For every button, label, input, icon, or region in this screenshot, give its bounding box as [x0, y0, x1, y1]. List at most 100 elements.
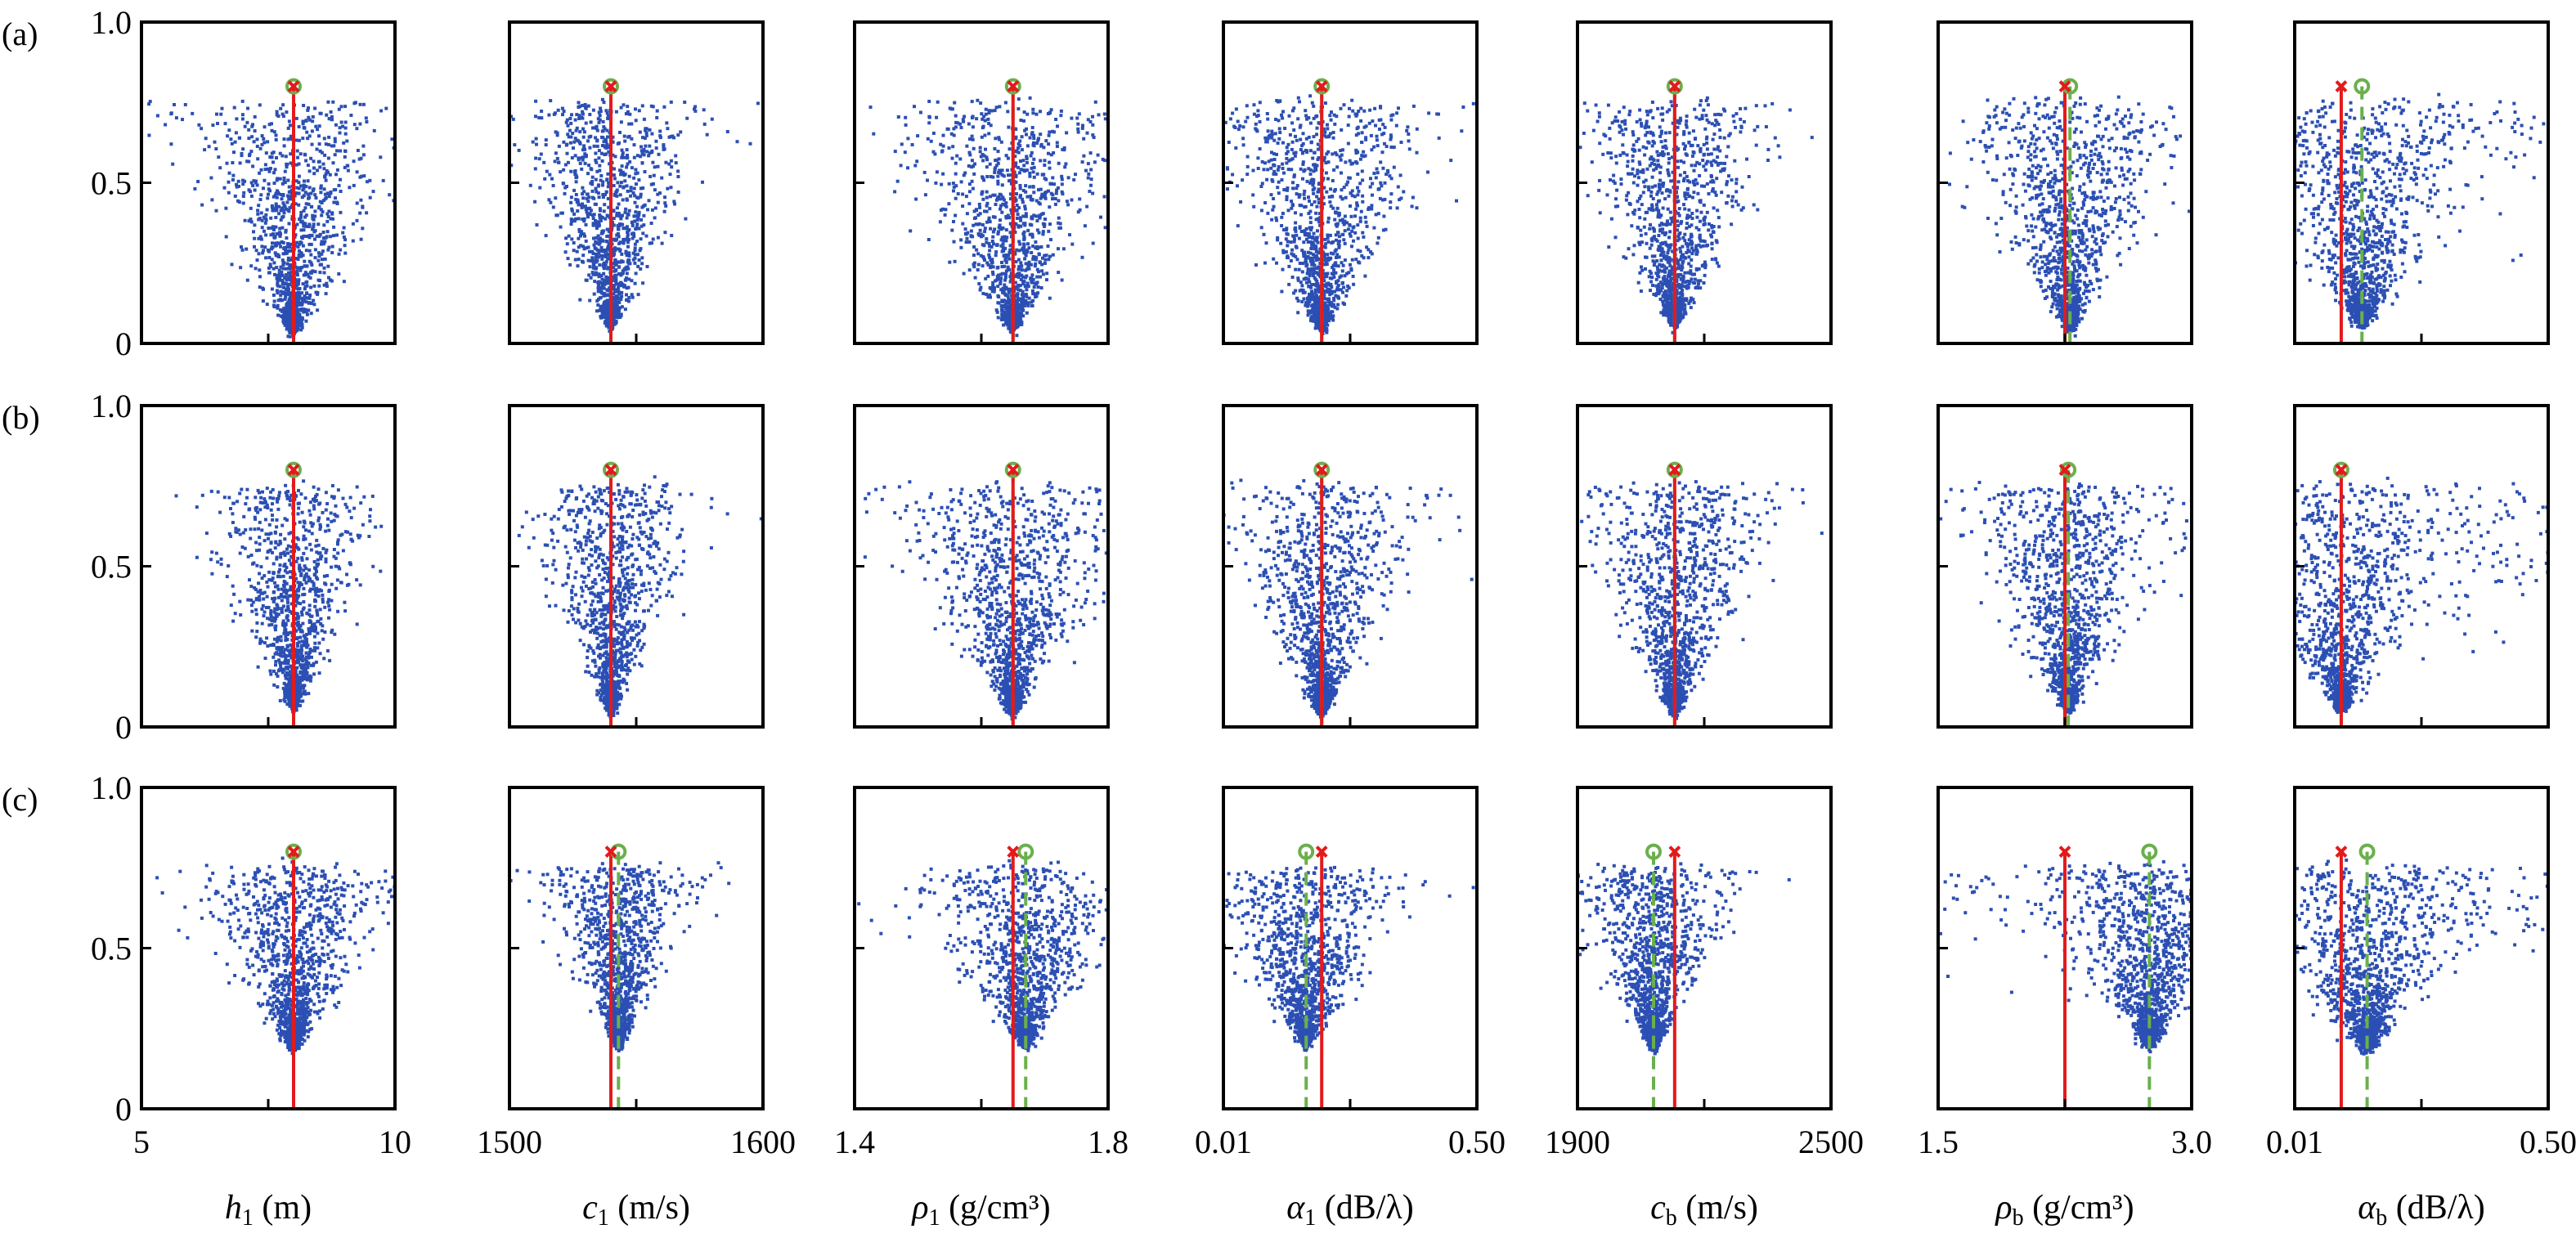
scatter-point: [245, 278, 249, 282]
scatter-point: [605, 227, 609, 231]
scatter-point: [281, 267, 285, 271]
scatter-point: [280, 280, 285, 285]
scatter-point: [1039, 275, 1043, 279]
scatter-point: [1021, 214, 1025, 218]
scatter-point: [1399, 196, 1403, 200]
scatter-point: [967, 122, 971, 126]
scatter-point: [305, 130, 309, 134]
scatter-point: [979, 101, 983, 105]
scatter-point: [321, 236, 325, 240]
scatter-point: [634, 107, 637, 111]
scatter-point: [595, 124, 599, 128]
scatter-point: [289, 276, 294, 280]
scatter-point: [952, 240, 956, 244]
scatter-point: [662, 105, 666, 109]
scatter-point: [313, 248, 317, 252]
scatter-point: [260, 142, 264, 146]
scatter-point: [603, 321, 607, 325]
scatter-point: [654, 146, 658, 150]
scatter-point: [564, 236, 568, 240]
scatter-point: [302, 234, 306, 238]
scatter-point: [662, 209, 666, 213]
scatter-point: [1325, 152, 1329, 156]
scatter-point: [286, 334, 290, 339]
scatter-point: [991, 235, 995, 239]
scatter-point: [650, 149, 654, 153]
scatter-point: [1323, 297, 1327, 301]
scatter-point: [288, 299, 291, 303]
scatter-point: [598, 213, 602, 217]
scatter-point: [272, 160, 275, 164]
scatter-point: [583, 161, 587, 165]
scatter-point: [641, 136, 644, 140]
scatter-point: [899, 164, 903, 168]
scatter-point: [568, 116, 572, 120]
scatter-point: [996, 294, 1000, 298]
scatter-point: [1004, 307, 1008, 311]
scatter-point: [1016, 305, 1020, 309]
scatter-point: [992, 288, 996, 292]
scatter-point: [295, 186, 299, 190]
scatter-point: [1052, 130, 1056, 134]
scatter-point: [993, 170, 997, 174]
scatter-point: [970, 100, 974, 104]
scatter-point: [279, 193, 283, 196]
scatter-point: [1471, 101, 1475, 105]
scatter-point: [284, 312, 288, 316]
scatter-point: [278, 233, 282, 237]
scatter-point: [331, 100, 335, 104]
scatter-point: [1038, 216, 1042, 220]
scatter-point: [1295, 258, 1299, 262]
scatter-point: [1316, 190, 1320, 194]
scatter-point: [599, 316, 603, 320]
scatter-point: [910, 143, 914, 146]
scatter-point: [1031, 298, 1035, 303]
scatter-point: [1358, 157, 1362, 161]
scatter-point: [1244, 119, 1248, 123]
scatter-point: [1083, 224, 1087, 228]
scatter-point: [297, 138, 301, 142]
scatter-point: [1035, 275, 1039, 279]
scatter-point: [584, 121, 588, 125]
scatter-point: [517, 148, 521, 152]
scatter-point: [584, 155, 588, 159]
scatter-point: [220, 106, 224, 110]
scatter-point: [1380, 184, 1384, 188]
scatter-point: [289, 305, 294, 309]
scatter-point: [255, 137, 259, 141]
scatter-point: [297, 318, 301, 321]
scatter-point: [598, 249, 602, 253]
scatter-point: [587, 273, 591, 277]
scatter-point: [288, 303, 292, 307]
scatter-point: [598, 263, 602, 267]
scatter-point: [964, 195, 968, 199]
scatter-point: [972, 217, 976, 220]
scatter-point: [319, 186, 323, 190]
scatter-point: [1290, 206, 1294, 210]
scatter-point: [270, 247, 273, 251]
scatter-point: [317, 124, 321, 128]
scatter-point: [573, 154, 577, 158]
scatter-point: [289, 330, 293, 334]
scatter-point: [1006, 294, 1010, 298]
scatter-point: [622, 240, 626, 243]
scatter-point: [1008, 248, 1012, 252]
scatter-point: [990, 109, 994, 113]
scatter-point: [1075, 116, 1079, 120]
scatter-point: [276, 114, 280, 118]
scatter-point: [971, 186, 975, 191]
scatter-point: [1285, 161, 1289, 165]
scatter-point: [1030, 215, 1034, 219]
scatter-point: [1007, 311, 1011, 315]
scatter-point: [735, 140, 739, 144]
scatter-point: [981, 197, 985, 201]
scatter-point: [327, 195, 331, 199]
scatter-point: [1322, 255, 1326, 259]
scatter-point: [991, 284, 995, 288]
scatter-point: [613, 155, 617, 159]
scatter-point: [1298, 100, 1301, 104]
scatter-point: [650, 208, 654, 212]
scatter-point: [602, 193, 605, 197]
scatter-point: [597, 149, 601, 153]
scatter-point: [318, 165, 322, 169]
